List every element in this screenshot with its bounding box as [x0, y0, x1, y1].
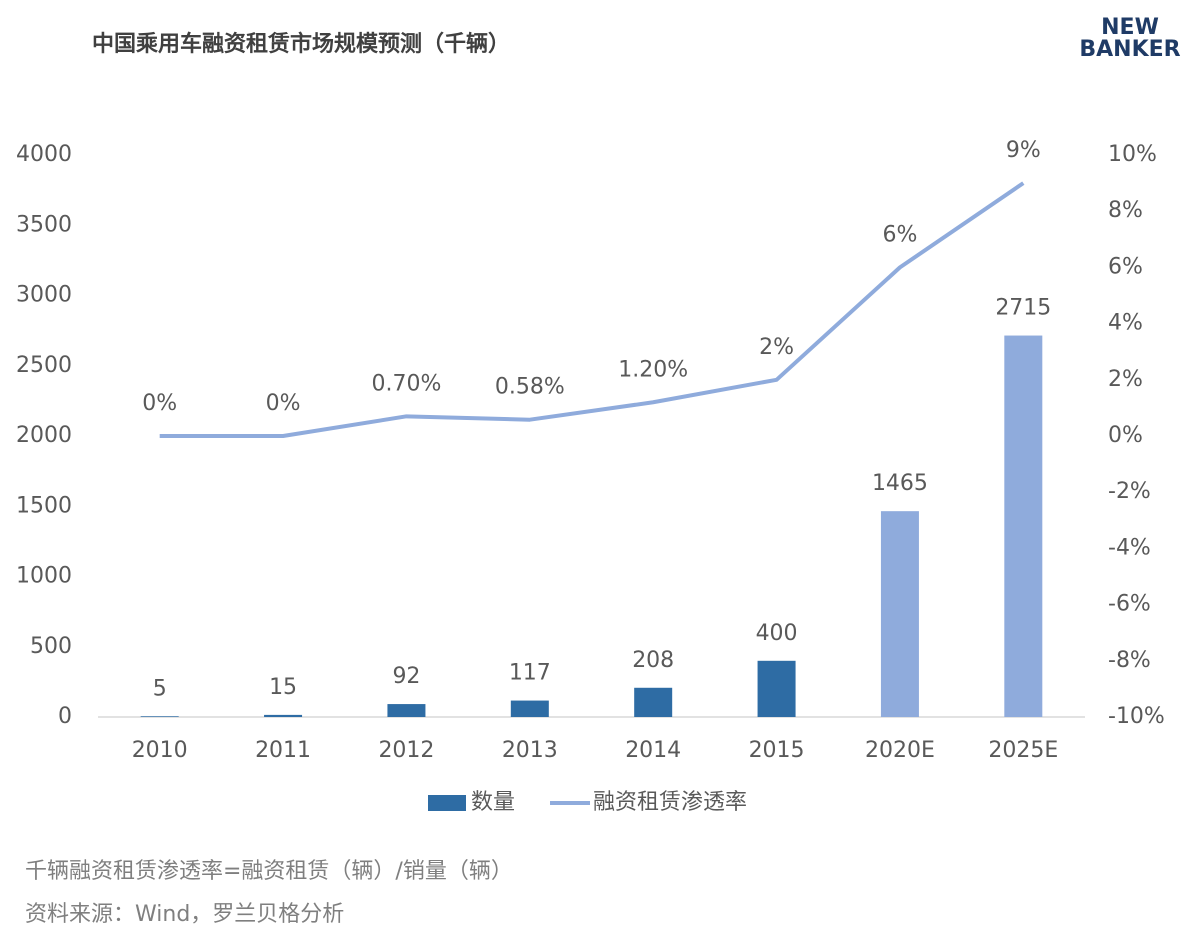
y-tick-label: 2000: [16, 423, 72, 448]
y2-tick-label: -4%: [1108, 535, 1151, 560]
data-label: 1465: [872, 471, 928, 496]
note: 千辆融资租赁渗透率=融资租赁（辆）/销量（辆）: [25, 859, 513, 884]
data-label: 0.70%: [371, 371, 441, 396]
data-label: 1.20%: [618, 357, 688, 382]
y-tick-label: 2500: [16, 353, 72, 378]
y2-tick-label: 0%: [1108, 423, 1143, 448]
data-label: 15: [269, 675, 297, 700]
bar: [387, 704, 426, 717]
y2-tick-label: -2%: [1108, 479, 1151, 504]
y-tick-label: 1000: [16, 564, 72, 589]
y-tick-label: 500: [30, 634, 72, 659]
bar: [634, 687, 673, 717]
chart-title: 中国乘用车融资租赁市场规模预测（千辆）: [92, 31, 510, 57]
x-tick-label: 2015: [749, 738, 805, 763]
data-label: 0%: [266, 391, 301, 416]
logo-bottom: BANKER: [1079, 37, 1180, 62]
data-label: 92: [392, 664, 420, 689]
x-tick-label: 2011: [255, 738, 311, 763]
x-tick-label: 2013: [502, 738, 558, 763]
x-tick-label: 2012: [378, 738, 434, 763]
x-tick-label: 2010: [132, 738, 188, 763]
data-label: 6%: [882, 222, 917, 247]
y-tick-label: 1500: [16, 493, 72, 518]
data-label: 2%: [759, 335, 794, 360]
y-tick-label: 4000: [16, 142, 72, 167]
y2-tick-label: 6%: [1108, 254, 1143, 279]
y2-tick-label: 4%: [1108, 311, 1143, 336]
data-label: 400: [756, 621, 798, 646]
data-label: 0.58%: [495, 375, 565, 400]
line: [159, 181, 1025, 438]
legend-label: 融资租赁渗透率: [593, 790, 747, 815]
x-tick-label: 2025E: [988, 738, 1058, 763]
y2-tick-label: -6%: [1108, 592, 1151, 617]
legend-swatch: [428, 795, 466, 811]
bar: [510, 700, 549, 717]
data-label: 5: [153, 676, 167, 701]
y2-tick-label: 8%: [1108, 198, 1143, 223]
data-label: 0%: [142, 391, 177, 416]
data-label: 208: [632, 648, 674, 673]
data-label: 117: [509, 661, 551, 686]
y-tick-label: 0: [58, 704, 72, 729]
y2-tick-label: 10%: [1108, 142, 1157, 167]
bar: [757, 660, 796, 717]
y2-tick-label: -8%: [1108, 648, 1151, 673]
bar: [140, 716, 179, 717]
data-label: 2715: [995, 296, 1051, 321]
y2-tick-label: -10%: [1108, 704, 1165, 729]
y-tick-label: 3500: [16, 212, 72, 237]
x-tick-label: 2014: [625, 738, 681, 763]
note: 资料来源：Wind，罗兰贝格分析: [25, 902, 344, 927]
logo-top: NEW: [1101, 15, 1159, 40]
bar: [1004, 335, 1043, 717]
y-tick-label: 3000: [16, 283, 72, 308]
y2-tick-label: 2%: [1108, 367, 1143, 392]
bar: [880, 511, 919, 717]
legend-label: 数量: [471, 790, 515, 815]
bar: [264, 714, 303, 717]
x-tick-label: 2020E: [865, 738, 935, 763]
data-label: 9%: [1006, 138, 1041, 163]
